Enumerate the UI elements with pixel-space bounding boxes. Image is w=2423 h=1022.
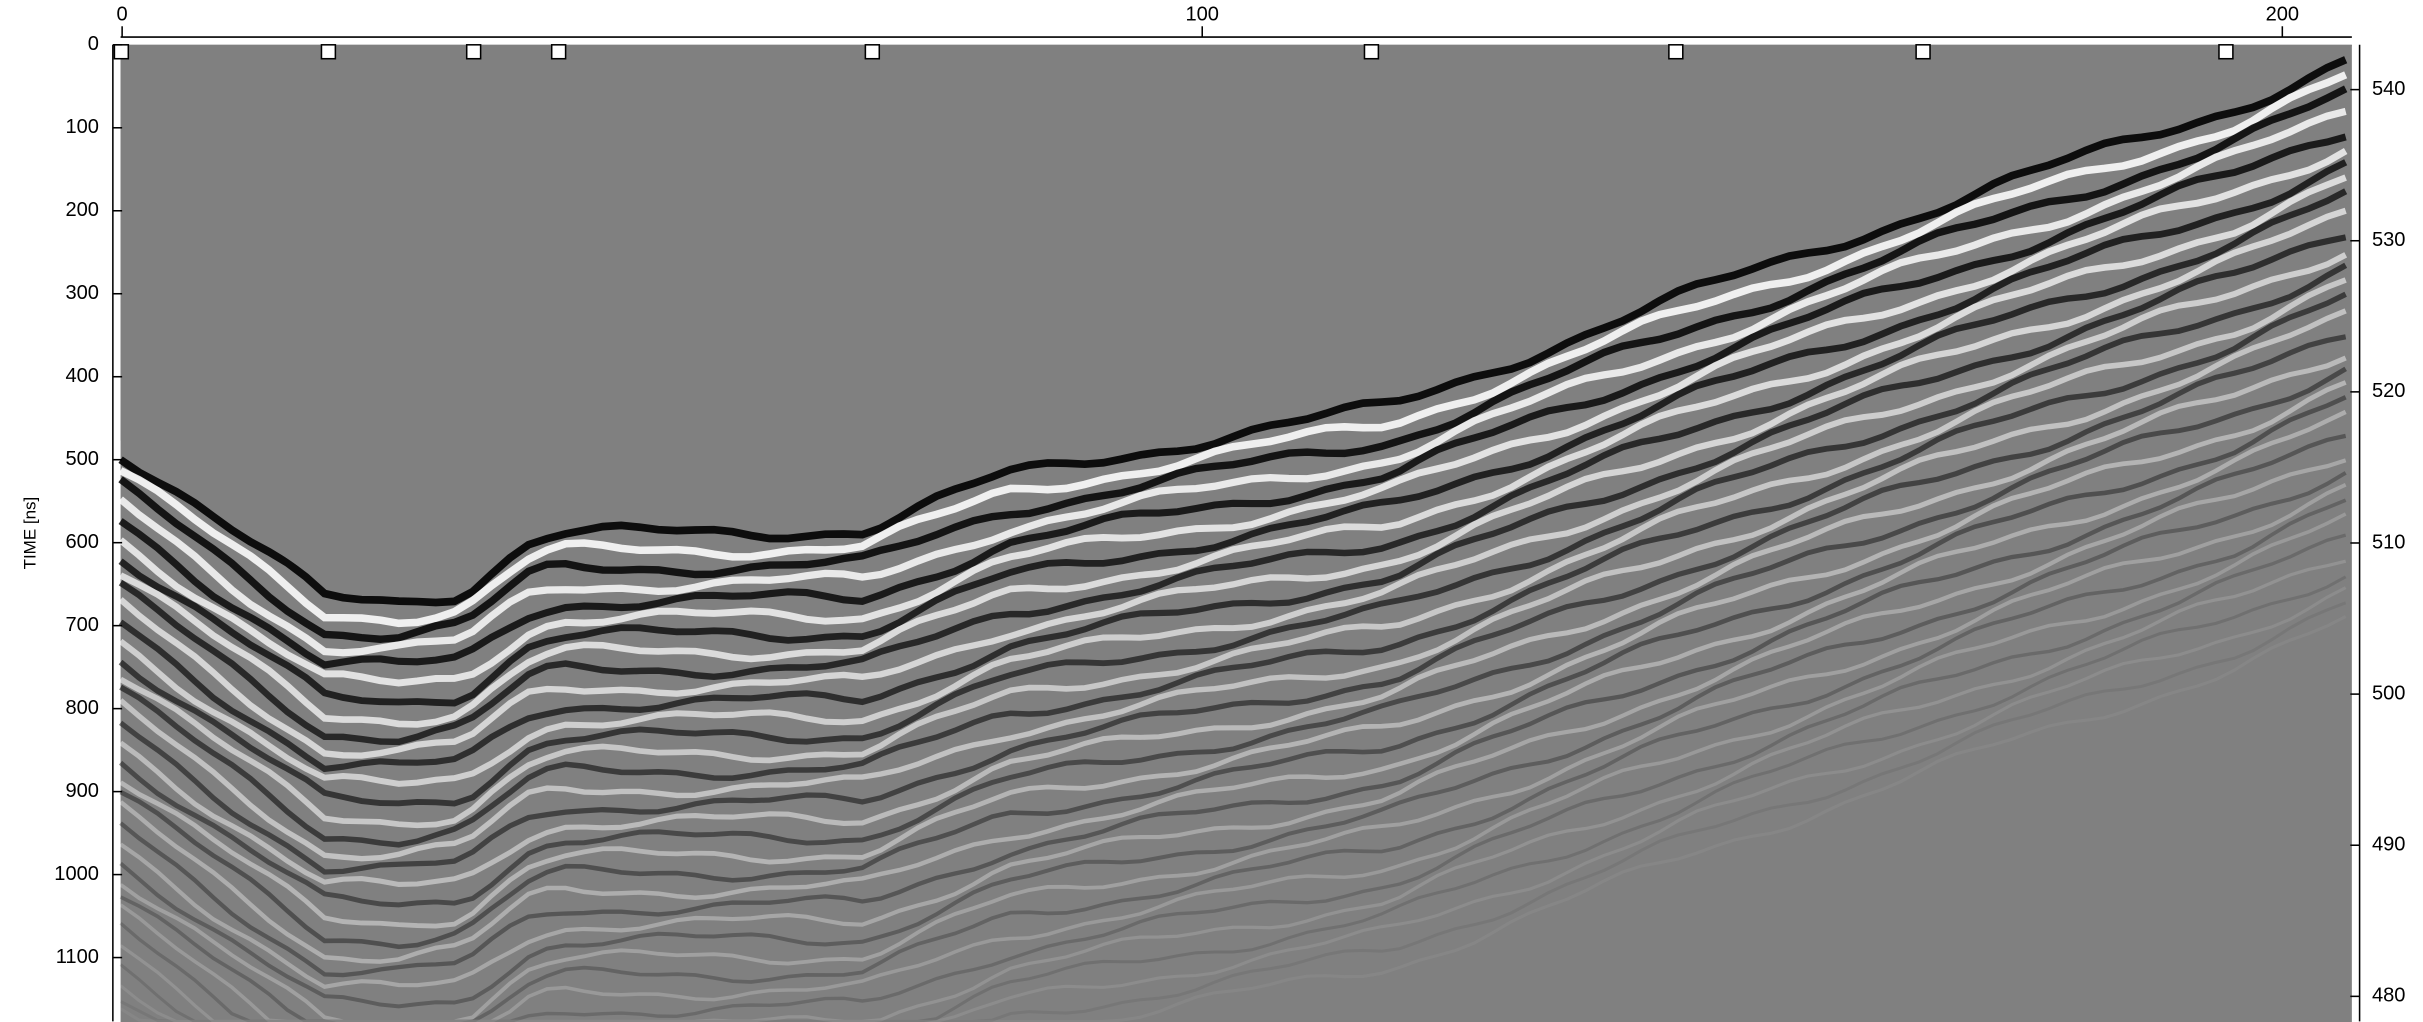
reflection-band <box>118 188 2348 746</box>
reflection-band <box>119 291 2347 848</box>
reflection-band <box>119 512 2347 1022</box>
right-tick-label: 490 <box>2372 834 2406 856</box>
left-tick-label: 700 <box>65 614 99 636</box>
reflection-band <box>119 575 2347 1022</box>
reflection-band <box>119 458 2347 989</box>
top-tick-label: 200 <box>2266 4 2300 26</box>
reflection-band <box>118 56 2348 607</box>
reflection-band <box>119 482 2347 1022</box>
marker <box>864 44 881 60</box>
left-tick-label: 400 <box>65 365 99 387</box>
radargram-reflections <box>118 44 2352 1022</box>
right-tick-label: 540 <box>2372 78 2406 100</box>
reflection-band <box>119 615 2347 1022</box>
reflection-band <box>118 234 2347 773</box>
right-tick-label: 530 <box>2372 229 2406 251</box>
left-tick-label: 1100 <box>56 946 99 968</box>
reflection-band <box>118 159 2348 707</box>
reflection-band <box>119 277 2347 829</box>
reflection-band <box>119 174 2347 728</box>
marker <box>1363 44 1380 60</box>
reflection-band <box>119 471 2347 1009</box>
left-tick-label: 1000 <box>54 863 99 885</box>
reflection-band <box>118 366 2347 908</box>
marker <box>550 44 567 60</box>
left-tick-label: 900 <box>65 780 99 802</box>
marker <box>2218 44 2234 60</box>
reflection-band <box>119 380 2347 929</box>
y-axis-label: TIME [ns] <box>20 497 39 570</box>
reflection-band <box>119 395 2347 950</box>
reflection-band <box>118 85 2348 643</box>
left-tick-label: 300 <box>65 282 99 304</box>
reflection-band <box>119 433 2347 978</box>
reflection-band <box>119 533 2347 1022</box>
right-tick-label: 480 <box>2372 985 2406 1007</box>
left-tick-label: 200 <box>65 199 99 221</box>
reflection-band <box>119 498 2347 1022</box>
right-tick-label: 500 <box>2372 682 2406 704</box>
right-tick-label: 520 <box>2372 380 2406 402</box>
top-tick-label: 0 <box>117 4 128 26</box>
reflection-band <box>119 601 2347 1022</box>
marker <box>1668 44 1684 60</box>
left-tick-label: 800 <box>65 697 99 719</box>
top-tick-label: 100 <box>1185 4 1219 26</box>
reflection-band <box>118 71 2348 628</box>
reflection-band <box>118 107 2347 657</box>
reflection-band <box>118 147 2348 687</box>
reflection-band <box>119 559 2347 1022</box>
reflection-band <box>118 133 2347 669</box>
left-tick-label: 500 <box>65 448 99 470</box>
reflection-band <box>118 207 2347 759</box>
left-tick-label: 600 <box>65 531 99 553</box>
position-markers <box>113 44 2234 60</box>
marker <box>1915 44 1931 60</box>
left-tick-label: 0 <box>88 33 99 55</box>
left-tick-label: 100 <box>65 116 99 138</box>
reflection-band <box>118 334 2347 875</box>
reflection-band <box>118 262 2348 807</box>
reflection-band <box>119 586 2347 1022</box>
reflection-band <box>118 252 2348 787</box>
marker <box>113 44 130 60</box>
marker <box>320 44 337 60</box>
air-region <box>120 44 2352 588</box>
marker <box>465 44 482 60</box>
reflection-band <box>119 409 2347 964</box>
reflection-band <box>119 355 2347 888</box>
reflection-band <box>118 308 2347 862</box>
right-tick-label: 510 <box>2372 531 2406 553</box>
